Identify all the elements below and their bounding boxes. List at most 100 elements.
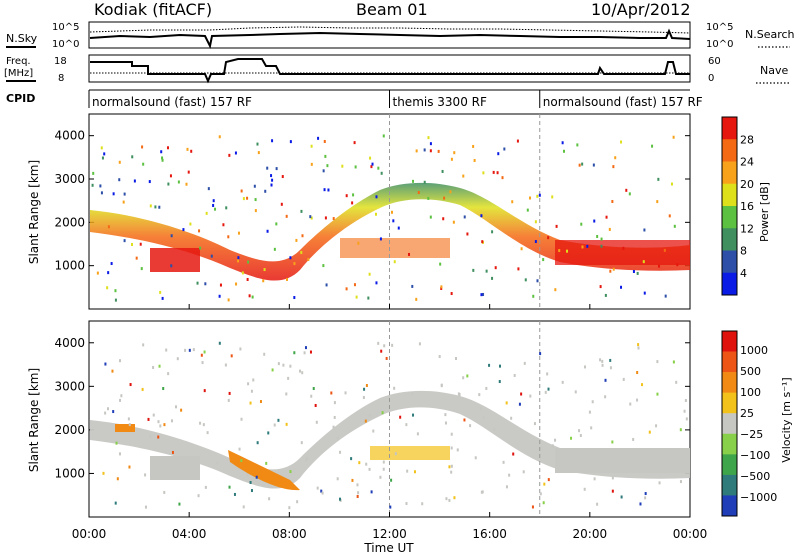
echo-pixel — [655, 424, 658, 428]
echo-pixel — [263, 352, 266, 356]
echo-pixel — [235, 282, 238, 286]
nsky-panel — [88, 21, 691, 49]
echo-pixel — [375, 281, 378, 285]
echo-pixel — [353, 283, 356, 287]
echo-pixel — [679, 480, 682, 484]
echo-pixel — [673, 224, 676, 228]
echo-pixel — [683, 409, 686, 413]
colorbar-tick-label: 16 — [740, 200, 754, 213]
velocity-ylabel: Slant Range [km] — [27, 368, 41, 472]
echo-pixel — [246, 196, 249, 200]
echo-pixel — [104, 411, 107, 415]
echo-pixel — [227, 298, 230, 302]
echo-pixel — [636, 271, 639, 275]
echo-pixel — [456, 448, 459, 452]
echo-pixel — [579, 433, 582, 437]
echo-pixel — [415, 149, 418, 153]
echo-pixel — [588, 410, 591, 414]
echo-pixel — [304, 346, 307, 350]
y-tick-label: 3000 — [54, 172, 85, 186]
echo-pixel — [629, 402, 632, 406]
echo-pixel — [128, 423, 131, 427]
echo-pixel — [147, 417, 150, 421]
echo-pixel — [119, 359, 122, 363]
echo-pixel — [466, 232, 469, 236]
echo-pixel — [375, 195, 378, 199]
echo-pixel — [201, 361, 204, 365]
echo-pixel — [133, 179, 136, 183]
echo-pixel — [250, 489, 253, 493]
echo-pixel — [611, 199, 614, 203]
echo-pixel — [578, 163, 581, 167]
colorbar-frame — [721, 330, 738, 517]
echo-pixel — [259, 400, 262, 404]
echo-pixel — [450, 446, 453, 450]
echo-pixel — [474, 456, 477, 460]
echo-pixel — [190, 149, 193, 153]
echo-pixel — [534, 240, 537, 244]
echo-pixel — [578, 429, 581, 433]
echo-pixel — [581, 245, 584, 249]
echo-pixel — [356, 483, 359, 487]
echo-pixel — [534, 220, 537, 224]
echo-pixel — [554, 438, 557, 442]
echo-pixel — [685, 417, 688, 421]
echo-pixel — [169, 174, 172, 178]
echo-pixel — [462, 174, 465, 178]
echo-pixel — [218, 341, 221, 345]
echo-pixel — [570, 436, 573, 440]
echo-pixel — [551, 444, 554, 448]
nsearch-trace — [89, 26, 691, 34]
echo-pixel — [663, 248, 666, 252]
echo-pixel — [482, 292, 485, 296]
echo-pixel — [116, 477, 119, 481]
echo-pixel — [611, 476, 614, 480]
echo-pixel — [249, 401, 252, 405]
echo-pixel — [249, 480, 252, 484]
nsearch-tick-high: 10^5 — [706, 22, 733, 33]
echo-pixel — [608, 227, 611, 231]
echo-pixel — [167, 182, 170, 186]
echo-pixel — [382, 460, 385, 464]
echo-pixel — [205, 211, 208, 215]
echo-pixel — [104, 362, 107, 366]
echo-pixel — [281, 175, 284, 179]
echo-pixel — [187, 170, 190, 174]
colorbar-frame — [721, 116, 738, 296]
echo-pixel — [417, 190, 420, 194]
echo-pixel — [197, 494, 200, 498]
echo-pixel — [454, 357, 457, 361]
echo-pixel — [256, 441, 259, 445]
echo-pixel — [600, 244, 603, 248]
cpid-segment-label: normalsound (fast) 157 RF — [543, 95, 703, 109]
echo-pixel — [600, 237, 603, 241]
echo-pixel — [472, 268, 475, 272]
echo-pixel — [255, 475, 258, 479]
colorbar-tick-label: −100 — [740, 449, 770, 462]
echo-pixel — [427, 196, 430, 200]
echo-pixel — [322, 169, 325, 173]
echo-pixel — [268, 497, 271, 501]
echo-pixel — [397, 226, 400, 230]
echo-pixel — [611, 489, 614, 493]
echo-pixel — [324, 154, 327, 158]
nsky-tick-low: 10^0 — [52, 39, 79, 50]
echo-pixel — [664, 294, 667, 298]
echo-pixel — [374, 212, 377, 216]
echo-pixel — [177, 180, 180, 184]
echo-pixel — [214, 207, 217, 211]
echo-pixel — [160, 150, 163, 154]
echo-pixel — [111, 369, 114, 373]
echo-pixel — [439, 262, 442, 266]
echo-pixel — [441, 169, 444, 173]
echo-pixel — [142, 343, 145, 347]
colorbar-swatch — [722, 351, 737, 373]
echo-pixel — [118, 178, 121, 182]
echo-pixel — [450, 470, 453, 474]
velocity-colorbar: 1000 500 100 25 −25 −100 −500 −1000 — [721, 330, 777, 517]
echo-pixel — [440, 286, 443, 290]
echo-pixel — [614, 156, 617, 160]
echo-pixel — [247, 382, 250, 386]
echo-pixel — [379, 475, 382, 479]
echo-pixel — [317, 136, 320, 140]
